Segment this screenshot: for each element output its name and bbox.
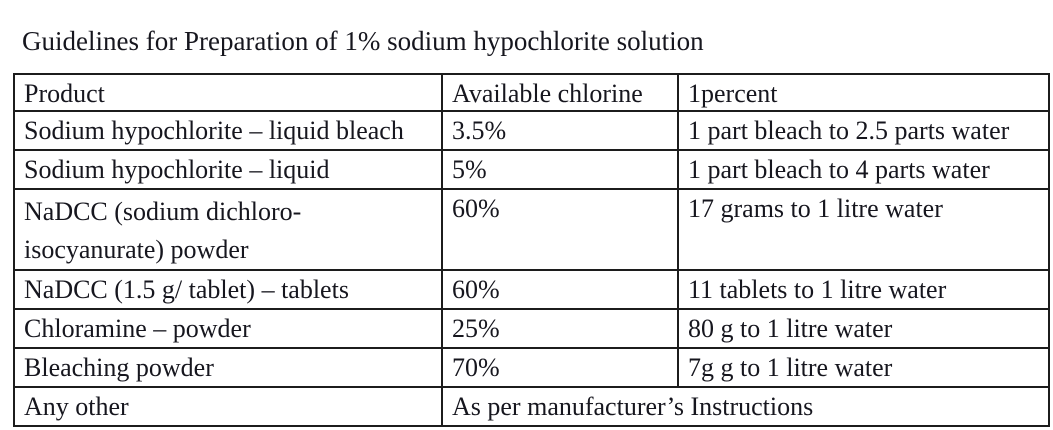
cell-product: NaDCC (sodium dichloro- isocyanurate) po… bbox=[13, 188, 443, 271]
table-row: NaDCC (sodium dichloro- isocyanurate) po… bbox=[13, 188, 1050, 271]
cell-dilution: 80 g to 1 litre water bbox=[677, 308, 1050, 349]
table-row: Any other As per manufacturer’s Instruct… bbox=[13, 386, 1050, 427]
cell-chlorine: 3.5% bbox=[441, 110, 679, 151]
cell-product: Sodium hypochlorite – liquid bbox=[13, 149, 443, 190]
cell-product-line2: isocyanurate) powder bbox=[24, 235, 249, 264]
table-row: Chloramine – powder 25% 80 g to 1 litre … bbox=[13, 308, 1050, 349]
cell-dilution: 17 grams to 1 litre water bbox=[677, 188, 1050, 271]
cell-manufacturer-instructions: As per manufacturer’s Instructions bbox=[441, 386, 1050, 427]
cell-product: Sodium hypochlorite – liquid bleach bbox=[13, 110, 443, 151]
cell-chlorine: 60% bbox=[441, 188, 679, 271]
cell-dilution: 1 part bleach to 4 parts water bbox=[677, 149, 1050, 190]
table-row: Sodium hypochlorite – liquid bleach 3.5%… bbox=[13, 110, 1050, 151]
cell-dilution: 11 tablets to 1 litre water bbox=[677, 269, 1050, 310]
cell-product: NaDCC (1.5 g/ tablet) – tablets bbox=[13, 269, 443, 310]
cell-chlorine: 60% bbox=[441, 269, 679, 310]
cell-product: Bleaching powder bbox=[13, 347, 443, 388]
cell-dilution: 7g g to 1 litre water bbox=[677, 347, 1050, 388]
cell-chlorine: 25% bbox=[441, 308, 679, 349]
cell-chlorine: 5% bbox=[441, 149, 679, 190]
preparation-guidelines-table: Product Available chlorine 1percent Sodi… bbox=[13, 73, 1050, 427]
cell-chlorine: 70% bbox=[441, 347, 679, 388]
table-header-row: Product Available chlorine 1percent bbox=[13, 73, 1050, 112]
table-row: Sodium hypochlorite – liquid 5% 1 part b… bbox=[13, 149, 1050, 190]
cell-product: Any other bbox=[13, 386, 443, 427]
page-title: Guidelines for Preparation of 1% sodium … bbox=[22, 26, 704, 56]
cell-product: Chloramine – powder bbox=[13, 308, 443, 349]
header-1percent: 1percent bbox=[677, 73, 1050, 112]
table-row: NaDCC (1.5 g/ tablet) – tablets 60% 11 t… bbox=[13, 269, 1050, 310]
cell-product-line1: NaDCC (sodium dichloro- bbox=[24, 197, 302, 226]
header-product: Product bbox=[13, 73, 443, 112]
table-row: Bleaching powder 70% 7g g to 1 litre wat… bbox=[13, 347, 1050, 388]
cell-dilution: 1 part bleach to 2.5 parts water bbox=[677, 110, 1050, 151]
header-available-chlorine: Available chlorine bbox=[441, 73, 679, 112]
